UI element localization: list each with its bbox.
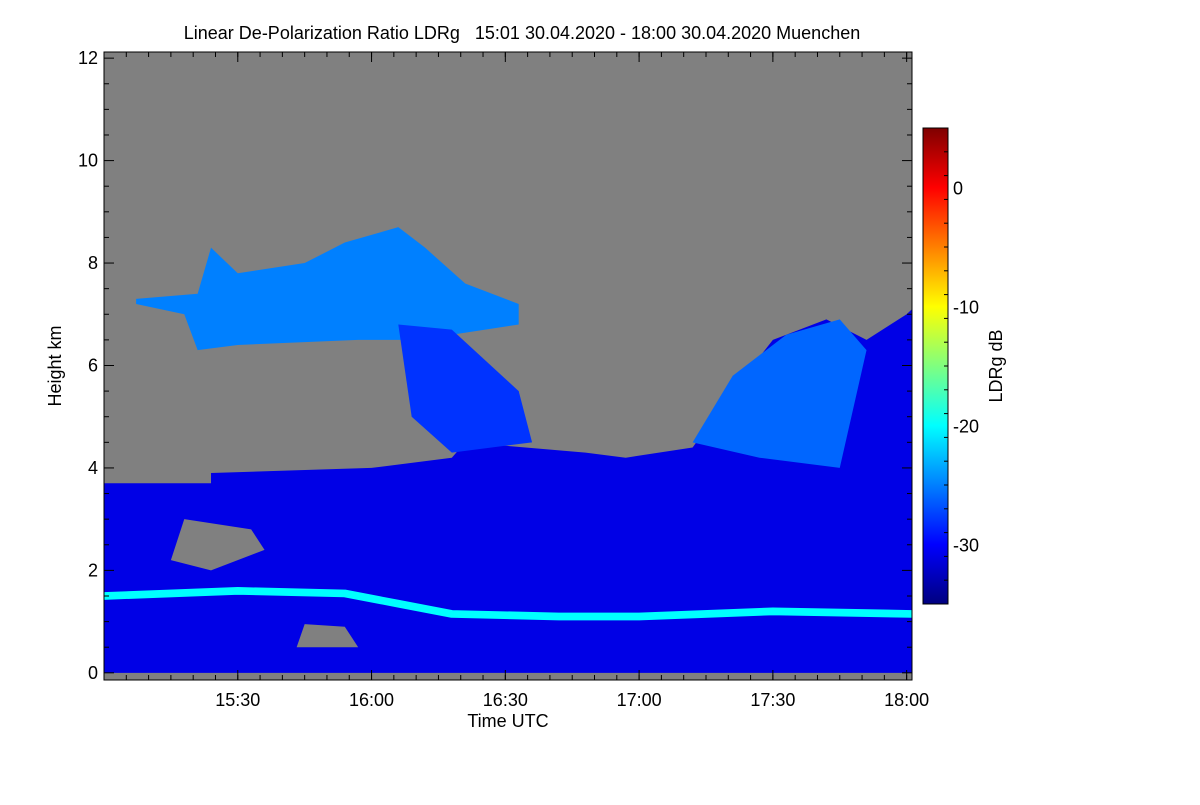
chart-title: Linear De-Polarization Ratio LDRg 15:01 … [184,23,860,43]
y-tick-label: 10 [78,151,98,171]
region-gap-lower-left [170,519,265,571]
plot-frame [103,51,913,681]
region-upper-cirrus [136,227,519,351]
region-fall-streaks [398,324,533,453]
region-gap-near-ground [296,624,359,648]
x-tick-label: 17:00 [617,690,662,710]
y-tick-label: 0 [88,663,98,683]
y-tick-label: 12 [78,48,98,68]
x-tick-label: 16:00 [349,690,394,710]
y-tick-label: 4 [88,458,98,478]
colorbar-tick-label: -10 [953,298,979,318]
x-tick-label: 15:30 [215,690,260,710]
y-tick-label: 8 [88,253,98,273]
y-axis-label: Height km [45,325,65,406]
region-right-cloud [692,319,867,468]
y-tick-label: 6 [88,355,98,375]
x-tick-label: 17:30 [750,690,795,710]
band-bright-layer [104,587,912,621]
colorbar-label: LDRg dB [986,329,1006,402]
colorbar-tick-label: -30 [953,536,979,556]
region-lower-cloud-mass [104,309,912,673]
colorbar-tick-label: 0 [953,179,963,199]
x-axis-label: Time UTC [467,711,548,731]
colorbar-tick-label: -20 [953,417,979,437]
x-tick-label: 16:30 [483,690,528,710]
x-tick-label: 18:00 [884,690,929,710]
colorbar [922,127,949,605]
y-tick-label: 2 [88,560,98,580]
